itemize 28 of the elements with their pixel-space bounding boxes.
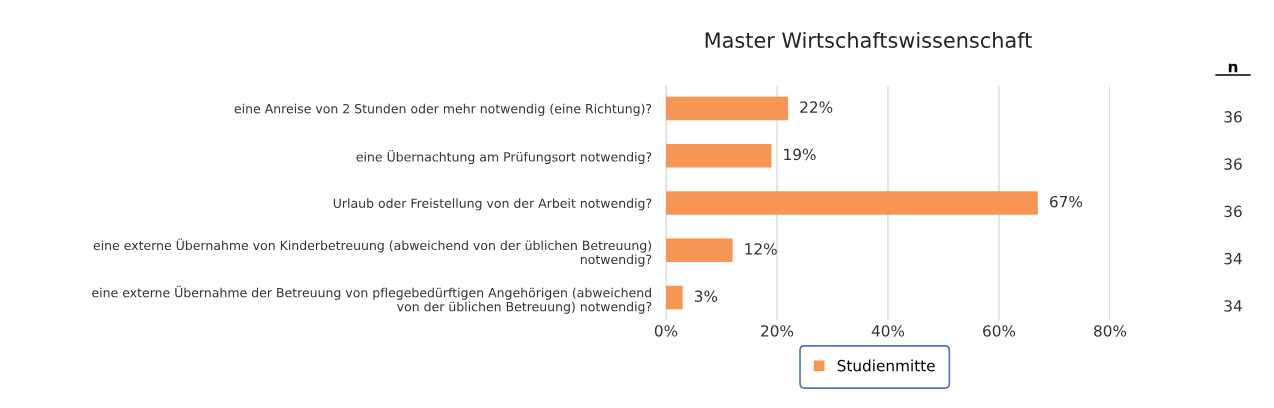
bar	[666, 96, 789, 121]
x-tick-label: 40%	[871, 325, 905, 337]
bar	[666, 285, 683, 310]
text: 34	[1224, 300, 1242, 312]
y-tick-label: eine Anreise von 2 Stunden oder mehr notwendig (eine Richtung)?	[234, 103, 652, 116]
bar	[666, 191, 1038, 215]
data-label: 12%	[745, 243, 777, 255]
text: 36	[1224, 158, 1242, 170]
data-label: 19%	[784, 148, 816, 161]
x-tick-label: 0%	[654, 325, 678, 337]
text: 34	[1224, 252, 1242, 265]
text: 36	[1224, 205, 1242, 218]
data-label: 3%	[694, 290, 718, 302]
bar	[666, 143, 772, 168]
text: 36	[1224, 111, 1242, 123]
x-tick-label: 20%	[761, 325, 794, 337]
y-tick-label: eine externe Übernahme von Kinderbetreuung (abweichend von der üblichen Betreuung) notwendig?	[93, 238, 652, 267]
x-tick-label: 60%	[983, 325, 1016, 337]
y-tick-label: eine Übernachtung am Prüfungsort notwendig?	[356, 150, 652, 165]
bar	[666, 238, 733, 263]
text: n	[1228, 63, 1238, 73]
data-label: 67%	[1050, 195, 1083, 208]
data-label: 22%	[800, 101, 833, 113]
x-tick-label: 80%	[1094, 325, 1127, 337]
chart-title: Master Wirtschaftswissenschaft	[705, 31, 1032, 49]
y-tick-label: Urlaub oder Freistellung von der Arbeit notwendig?	[333, 198, 652, 211]
legend-label: Studienmitte	[837, 359, 935, 372]
y-tick-label: eine externe Übernahme der Betreuung von pflegebedürftigen Angehörigen (abweichend von der üblichen Betreuung) notwendig?	[92, 285, 652, 314]
